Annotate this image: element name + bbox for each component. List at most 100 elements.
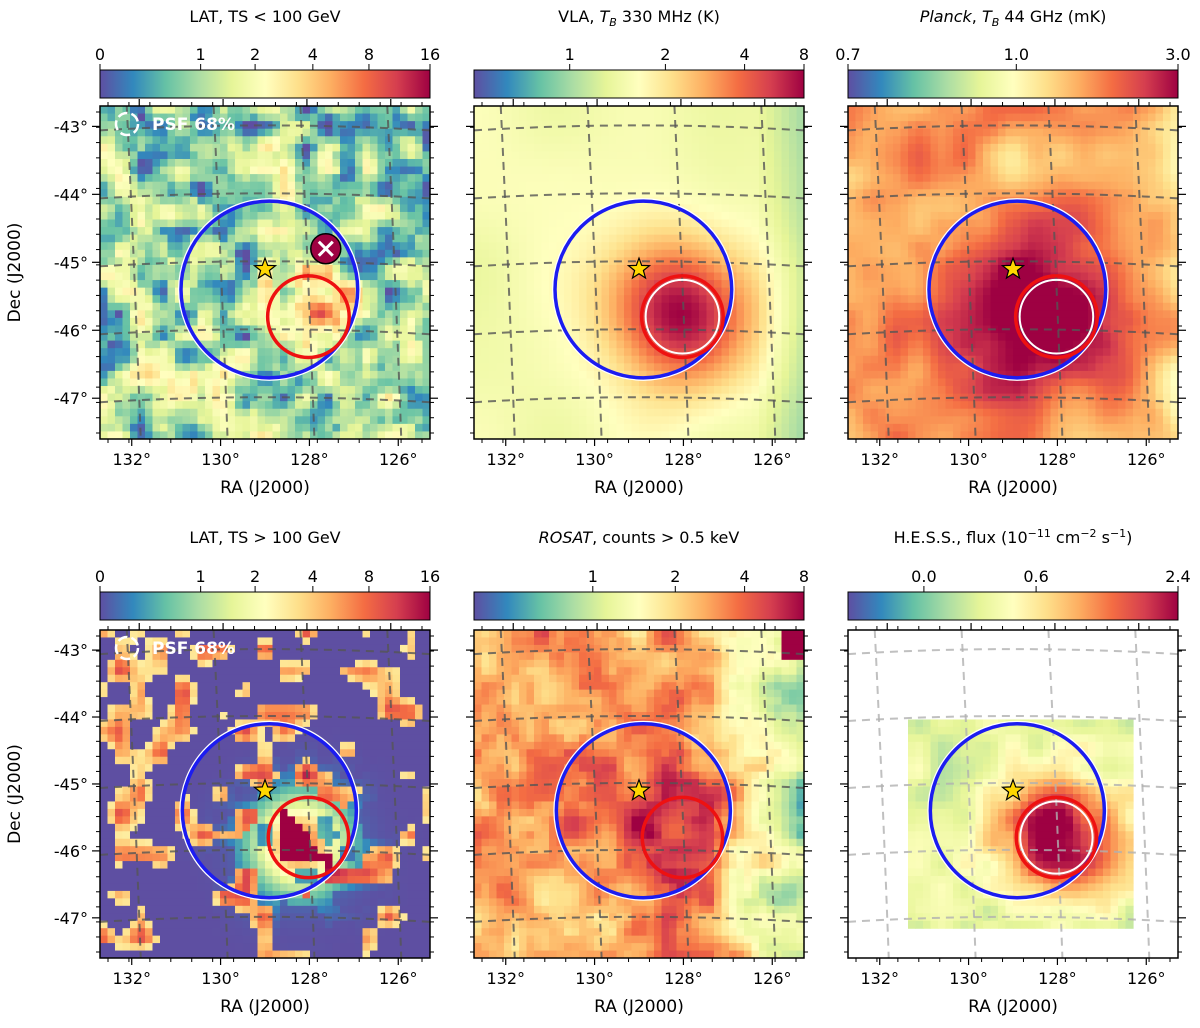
star-marker	[252, 777, 278, 801]
colorbar-tick-label: 4	[740, 45, 750, 64]
panel-hess: H.E.S.S., flux (10−11 cm−2 s−1) 0.0 0.6 2.4…	[840, 527, 1191, 1017]
x-tick-label: 126°	[379, 969, 418, 988]
panel-planck: Planck, TB 44 GHz (mK) 0.7 1.0 3.0 132° 130° 1…	[835, 7, 1190, 498]
sky-map	[100, 630, 430, 958]
colorbar-tick-label: 4	[308, 567, 318, 586]
colorbar-title: ROSAT, counts > 0.5 keV	[539, 528, 740, 547]
colorbar-tick-label: 0.0	[911, 567, 936, 586]
grid-line-ra	[499, 106, 516, 439]
grid-line-dec	[474, 192, 804, 200]
x-axis-label: RA (J2000)	[220, 478, 310, 498]
grid-line-dec	[848, 915, 1178, 923]
x-tick-label: 128°	[290, 450, 329, 469]
colorbar-tick-label: 1	[196, 45, 206, 64]
grid-line-dec	[848, 124, 1178, 132]
x-tick-label: 130°	[949, 450, 988, 469]
sky-map	[474, 106, 804, 439]
plot-frame	[99, 105, 431, 440]
blue-circle	[554, 721, 733, 900]
grid-line-ra	[873, 630, 890, 958]
blue-circle	[179, 199, 360, 380]
cross-marker-icon	[317, 240, 334, 257]
x-axis-label: RA (J2000)	[594, 997, 684, 1017]
colorbar-tick-label: 8	[364, 567, 374, 586]
grid-line-dec	[100, 260, 430, 268]
grid-line-dec	[474, 715, 804, 723]
blue-circle	[928, 721, 1107, 900]
blue-circle	[553, 199, 734, 380]
grid-line-ra	[299, 630, 316, 958]
star-marker	[252, 256, 278, 280]
sky-map	[848, 106, 1178, 439]
grid-line-dec	[100, 124, 430, 132]
colorbar-tick-label: 1	[565, 45, 575, 64]
star-marker	[1000, 256, 1026, 280]
grid-line-dec	[474, 260, 804, 268]
grid-line-dec	[848, 396, 1178, 404]
y-tick-label: -46°	[54, 842, 88, 861]
star-marker	[626, 777, 652, 801]
grid-line-dec	[100, 328, 430, 336]
y-tick-label: -45°	[54, 775, 88, 794]
grid-line-dec	[848, 328, 1178, 336]
grid-line-ra	[499, 630, 516, 958]
y-tick-label: -45°	[54, 253, 88, 272]
colorbar	[847, 591, 1179, 621]
red-circle	[639, 274, 725, 360]
plot-frame	[99, 629, 431, 959]
plot-frame	[473, 105, 805, 440]
y-axis-label: Dec (J2000)	[5, 744, 25, 844]
colorbar	[847, 69, 1179, 99]
grid-line-ra	[873, 106, 890, 439]
colorbar-title: Planck, TB 44 GHz (mK)	[920, 7, 1107, 29]
grid-line-dec	[474, 124, 804, 132]
colorbar-tick-label: 2	[250, 567, 260, 586]
grid-line-dec	[100, 781, 430, 789]
panel-vla: VLA, TB 330 MHz (K) 1 2 4 8 132° 130° 128° 126° R…	[466, 7, 812, 498]
colorbar-tick-label: 8	[364, 45, 374, 64]
grid-line-dec	[474, 848, 804, 856]
grid-line-dec	[848, 648, 1178, 656]
x-tick-label: 132°	[486, 969, 525, 988]
x-tick-label: 132°	[860, 450, 899, 469]
grid-line-ra	[960, 106, 977, 439]
grid-line-dec	[848, 260, 1178, 268]
psf-icon	[114, 111, 140, 137]
red-circle	[265, 274, 351, 360]
grid-line-dec	[474, 915, 804, 923]
grid-line-dec	[848, 848, 1178, 856]
grid-line-ra	[212, 106, 229, 439]
grid-line-ra	[1134, 106, 1151, 439]
colorbar-tick-label: 16	[420, 45, 440, 64]
x-tick-label: 128°	[290, 969, 329, 988]
grid-line-ra	[760, 106, 777, 439]
y-axis-label: Dec (J2000)	[5, 223, 25, 323]
x-axis-label: RA (J2000)	[968, 997, 1058, 1017]
panel-lat-low: LAT, TS < 100 GeV 0 1 2 4 8 16 PSF 68% 132° 130° 1…	[5, 7, 440, 498]
colorbar-tick-label: 1	[588, 567, 598, 586]
sky-map	[100, 106, 430, 439]
y-tick-label: -44°	[54, 185, 88, 204]
red-circle	[1014, 795, 1099, 880]
colorbar-tick-label: 2	[660, 45, 670, 64]
grid-line-ra	[673, 106, 690, 439]
blue-circle	[927, 199, 1108, 380]
grid-line-dec	[848, 192, 1178, 200]
x-tick-label: 130°	[949, 969, 988, 988]
x-tick-label: 128°	[1038, 450, 1077, 469]
colorbar-tick-label: 2	[670, 567, 680, 586]
colorbar-tick-label: 3.0	[1165, 45, 1190, 64]
colorbar-tick-label: 2	[250, 45, 260, 64]
grid-line-dec	[100, 915, 430, 923]
colorbar-title: H.E.S.S., flux (10−11 cm−2 s−1)	[894, 527, 1133, 547]
grid-line-ra	[212, 630, 229, 958]
colorbar-tick-label: 8	[799, 567, 809, 586]
grid-line-ra	[299, 106, 316, 439]
colorbar-tick-label: 1.0	[1004, 45, 1029, 64]
star-marker	[626, 256, 652, 280]
grid-line-ra	[125, 630, 142, 958]
psf-icon	[114, 635, 140, 661]
psf-label: PSF 68%	[152, 115, 235, 135]
grid-line-ra	[386, 630, 403, 958]
x-tick-label: 128°	[664, 969, 703, 988]
